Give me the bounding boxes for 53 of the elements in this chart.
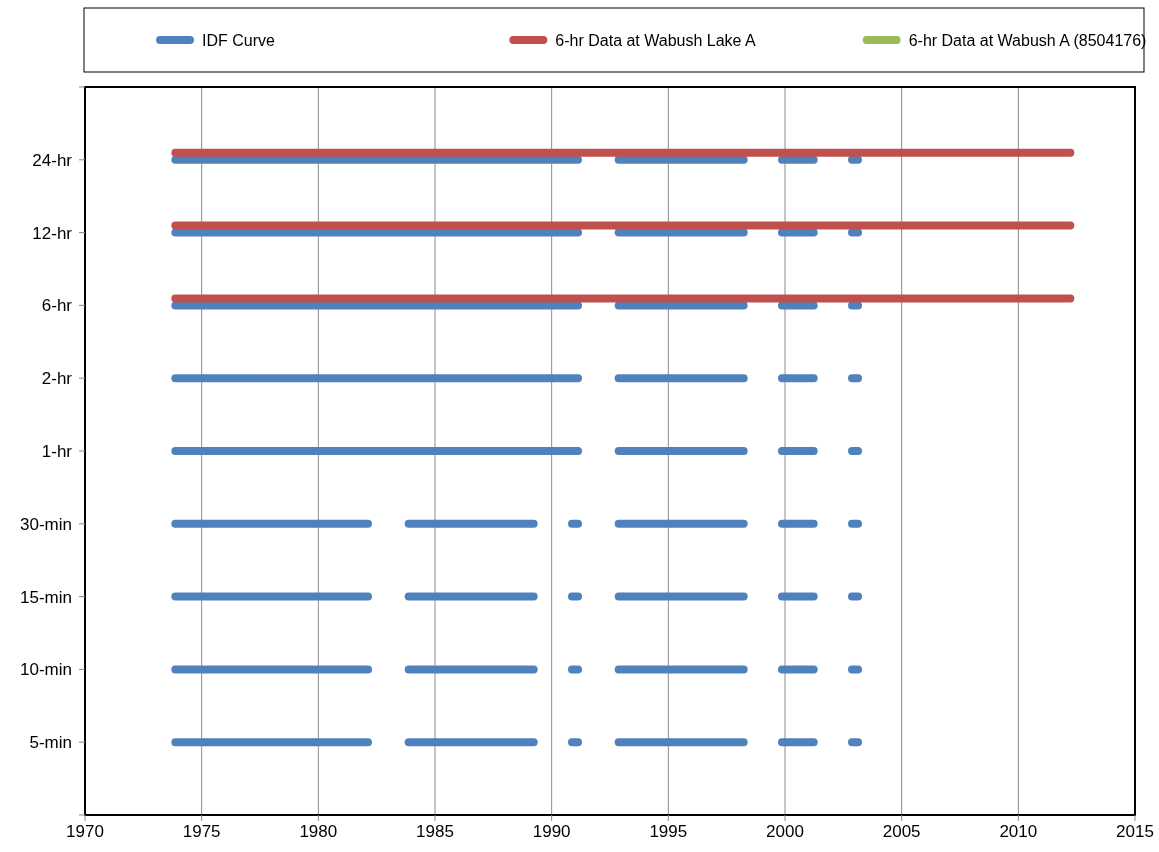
bar [568,519,582,528]
x-tick-label: 2000 [766,822,804,841]
bar [171,738,372,747]
bar [778,592,818,601]
bar [778,665,818,674]
bar [404,592,538,601]
bar [778,519,818,528]
bar [171,148,1075,157]
x-tick-label: 1985 [416,822,454,841]
bar [848,592,862,601]
bar [171,665,372,674]
bar [568,665,582,674]
x-tick-label: 1995 [649,822,688,841]
y-tick-label: 10-min [20,660,72,680]
bar [171,294,1075,303]
y-tick-label: 1-hr [41,441,73,461]
y-tick-label: 5-min [29,733,72,753]
bar [778,447,818,455]
x-tick-label: 1990 [532,822,571,841]
y-tick-label: 12-hr [32,223,73,243]
bar [778,738,818,747]
bar [614,592,748,601]
bar [171,519,372,528]
bar [778,374,818,383]
bar [404,738,538,747]
y-tick-label: 30-min [20,514,72,534]
x-tick-label: 1980 [299,822,338,841]
bar [404,519,538,528]
bar [171,374,582,383]
legend-label: 6-hr Data at Wabush A (8504176) [908,31,1147,49]
legend-label: IDF Curve [202,31,275,49]
y-tick-label: 15-min [20,587,72,607]
bar [848,519,862,528]
bar [171,447,582,455]
x-tick-label: 1975 [182,822,221,841]
y-tick-label: 24-hr [32,150,73,170]
bar [614,665,748,674]
x-tick-label: 2005 [882,822,921,841]
bar [614,738,748,747]
y-tick-label: 2-hr [41,369,73,389]
bar [171,221,1075,230]
legend-label: 6-hr Data at Wabush Lake A [555,31,757,49]
x-tick-label: 2010 [999,822,1038,841]
x-tick-label: 1970 [66,822,104,841]
bar [568,592,582,601]
bar [614,447,748,455]
bar [614,519,748,528]
bar [171,592,372,601]
x-tick-label: 2015 [1116,822,1154,841]
bar [404,665,538,674]
y-tick-label: 6-hr [41,296,73,316]
bar [848,665,862,674]
bar [614,374,748,383]
